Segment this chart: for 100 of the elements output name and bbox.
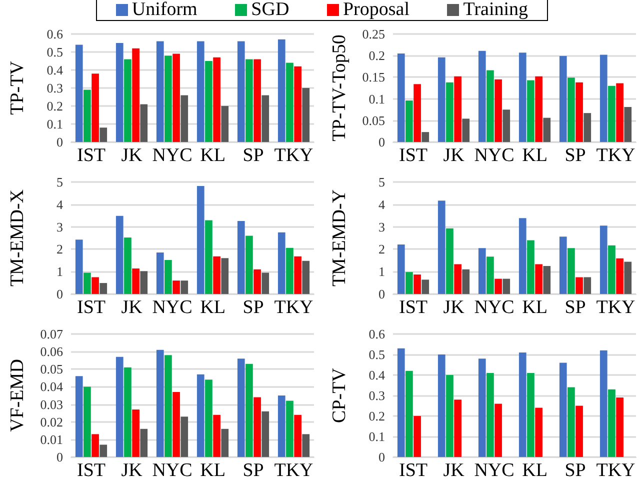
bar	[237, 358, 245, 457]
bar	[600, 54, 608, 142]
y-tick-label: 0.4	[368, 368, 386, 382]
bar	[180, 280, 188, 294]
x-tick-label: KL	[522, 297, 548, 318]
x-tick-label: JK	[443, 460, 465, 481]
x-tick-label: NYC	[152, 145, 192, 166]
bar	[454, 264, 462, 294]
bar	[624, 107, 632, 142]
y-axis-title: CP-TV	[329, 368, 350, 423]
bar	[75, 376, 83, 457]
y-tick-label: 4	[378, 196, 386, 212]
bar	[454, 76, 462, 142]
y-tick-label: 0.06	[40, 344, 64, 360]
y-tick-label: 3	[56, 219, 63, 234]
bar	[213, 57, 220, 142]
legend-label: Uniform	[130, 0, 198, 21]
x-tick-label: TKY	[274, 297, 314, 318]
bar	[164, 260, 172, 294]
y-tick-label: 1	[56, 264, 63, 280]
y-tick-label: 0	[56, 450, 63, 464]
y-tick-label: 0.6	[368, 326, 386, 342]
bar	[422, 132, 430, 142]
bar	[422, 280, 430, 294]
bar	[124, 59, 132, 142]
y-tick-label: 0.02	[40, 414, 63, 430]
bar	[446, 375, 454, 457]
bar	[624, 262, 632, 294]
x-tick-label: NYC	[474, 297, 514, 318]
bar	[221, 106, 229, 142]
bar	[278, 39, 286, 142]
y-tick-label: 5	[56, 174, 63, 190]
x-tick-label: KL	[522, 145, 548, 166]
x-tick-label: JK	[121, 460, 143, 481]
x-tick-label: TKY	[274, 460, 314, 481]
bar	[172, 54, 180, 142]
bar	[559, 236, 567, 294]
x-tick-label: KL	[200, 145, 226, 166]
bar	[397, 53, 405, 142]
y-tick-label: 0.2	[368, 408, 385, 424]
bar	[92, 74, 99, 142]
bar	[438, 200, 446, 294]
bar	[543, 266, 551, 294]
bar	[286, 400, 294, 457]
x-tick-label: IST	[77, 145, 106, 166]
bar	[576, 277, 583, 294]
x-tick-label: SP	[564, 145, 586, 166]
bar	[568, 248, 575, 294]
bar	[486, 70, 494, 142]
bar	[576, 406, 583, 457]
bar	[75, 44, 83, 142]
bar	[527, 240, 534, 294]
bar	[527, 372, 534, 457]
y-tick-label: 4	[56, 196, 64, 212]
bar	[196, 41, 204, 142]
bar	[172, 280, 180, 294]
bar	[254, 397, 261, 457]
bar	[132, 48, 140, 142]
x-tick-label: KL	[200, 460, 226, 481]
bar	[584, 113, 592, 142]
bar	[576, 82, 583, 142]
x-tick-label: IST	[77, 460, 106, 481]
y-tick-label: 0.1	[46, 116, 63, 132]
bar	[302, 88, 310, 142]
y-tick-label: 5	[378, 174, 385, 190]
x-tick-label: IST	[399, 297, 428, 318]
bar	[140, 428, 148, 457]
bar	[616, 83, 624, 142]
bar	[156, 41, 164, 142]
y-tick-label: 0	[378, 134, 385, 150]
bar	[116, 43, 124, 142]
legend-label: SGD	[250, 0, 290, 21]
bar	[302, 260, 310, 294]
bar	[302, 434, 310, 457]
bar	[237, 220, 245, 294]
bar	[156, 350, 164, 457]
bar	[92, 277, 99, 294]
bar	[124, 367, 132, 457]
bar	[286, 62, 294, 142]
y-tick-label: 0.01	[40, 432, 63, 447]
bar	[462, 269, 470, 294]
bar	[559, 362, 567, 457]
x-tick-label: NYC	[152, 460, 192, 481]
y-tick-label: 0.2	[368, 48, 385, 64]
y-tick-label: 0.1	[368, 429, 385, 444]
bar	[535, 408, 542, 457]
y-tick-label: 0.5	[46, 44, 63, 60]
bar	[116, 216, 124, 294]
bar	[254, 59, 261, 142]
x-tick-label: SP	[564, 460, 586, 481]
y-tick-label: 0.5	[368, 347, 385, 362]
bar	[196, 374, 204, 457]
bar	[518, 352, 526, 457]
bar	[397, 348, 405, 457]
y-tick-label: 0.04	[40, 379, 64, 394]
bar	[600, 350, 608, 457]
bar	[124, 238, 132, 294]
y-tick-label: 2	[56, 242, 63, 257]
y-tick-label: 2	[378, 242, 385, 257]
x-tick-label: NYC	[474, 145, 514, 166]
